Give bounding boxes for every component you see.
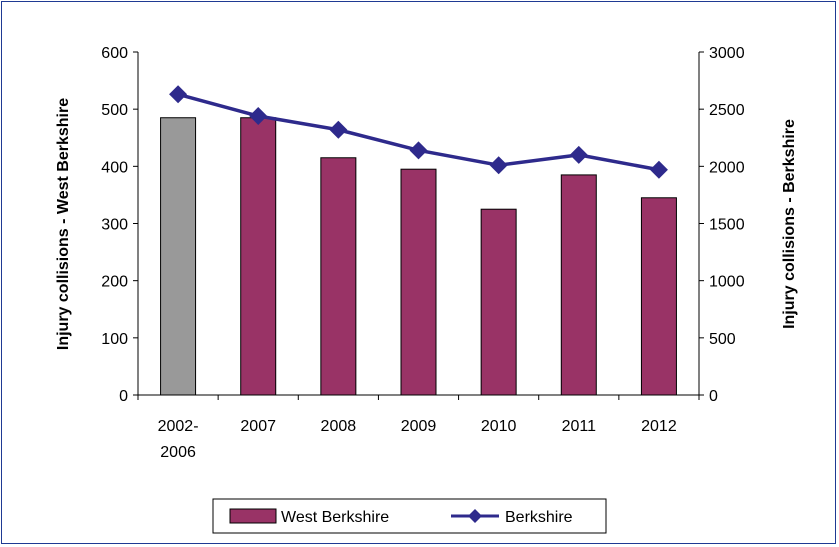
point-berkshire-5 [569,145,588,164]
x-tick-label-6: 2012 [641,418,677,435]
y2-tick-label-6: 3000 [709,45,745,62]
y-tick-label-2: 200 [101,274,128,291]
y-tick-label-4: 400 [101,159,128,176]
point-berkshire-3 [409,141,428,160]
x-tick-label-0-line-1: 2006 [160,444,196,461]
x-tick-label-4: 2010 [481,418,517,435]
point-berkshire-1 [249,107,268,126]
y-tick-label-1: 100 [101,331,128,348]
y2-axis-title: Injury collisions - Berkshire [781,119,798,329]
x-tick-label-5: 2011 [562,418,597,435]
y2-tick-label-3: 1500 [709,217,745,234]
legend-marker-berkshire [468,509,482,523]
y-tick-label-5: 500 [101,102,128,119]
bar-5 [560,174,597,396]
legend-swatch-west-berkshire [229,508,277,524]
y2-tick-label-5: 2500 [709,102,745,119]
bar-2 [320,157,357,396]
legend: West Berkshire Berkshire [212,498,607,534]
y-tick-label-3: 300 [101,217,128,234]
plot-area: 0 100 200 300 400 500 600 0 500 1000 1500 2000 2500 3… [101,45,744,461]
y2-tick-label-1: 500 [709,331,736,348]
legend-box [212,498,607,534]
bar-6 [640,197,677,396]
bar-4 [480,208,517,396]
y2-tick-label-0: 0 [709,388,718,405]
y-tick-label-6: 600 [101,45,128,62]
bar-0 [160,117,197,396]
x-tick-label-0-line-0: 2002- [158,418,199,435]
x-tick-label-3: 2009 [401,418,437,435]
point-berkshire-2 [329,120,348,139]
point-berkshire-0 [169,85,188,104]
point-berkshire-6 [649,160,668,179]
legend-label-west-berkshire: West Berkshire [281,509,389,526]
y-axis-title: Injury collisions - West Berkshire [55,98,72,350]
x-tick-label-2: 2008 [321,418,357,435]
y2-tick-label-4: 2000 [709,159,745,176]
point-berkshire-4 [489,156,508,175]
x-tick-label-1: 2007 [240,418,276,435]
y2-tick-label-2: 1000 [709,274,745,291]
legend-label-berkshire: Berkshire [505,509,573,526]
y-tick-label-0: 0 [119,388,128,405]
bar-1 [240,117,277,396]
bar-3 [400,168,437,396]
